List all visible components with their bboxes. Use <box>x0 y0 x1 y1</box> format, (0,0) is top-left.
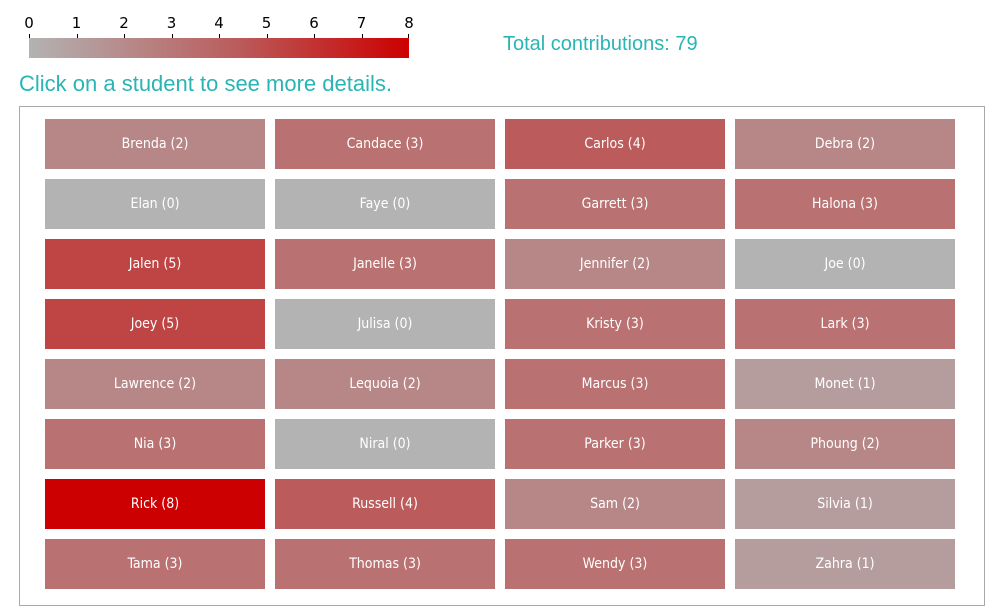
contribution-color-scale: 0 1 2 3 4 5 6 7 8 <box>24 14 414 58</box>
scale-tick-mark <box>219 34 220 40</box>
student-tile[interactable]: Lawrence (2) <box>45 359 265 409</box>
student-tile[interactable]: Lequoia (2) <box>275 359 495 409</box>
student-grid-panel: Brenda (2) Candace (3) Carlos (4) Debra (2)… <box>19 106 985 606</box>
scale-tick-label: 8 <box>404 14 414 32</box>
student-tile[interactable]: Wendy (3) <box>505 539 725 589</box>
scale-tick-mark <box>124 34 125 40</box>
student-tile[interactable]: Phoung (2) <box>735 419 955 469</box>
student-grid: Brenda (2) Candace (3) Carlos (4) Debra (2)… <box>45 119 955 589</box>
student-tile[interactable]: Faye (0) <box>275 179 495 229</box>
scale-tick-label: 6 <box>309 14 319 32</box>
scale-tick-mark <box>29 34 30 40</box>
scale-tick-label: 7 <box>356 14 367 32</box>
student-tile[interactable]: Marcus (3) <box>505 359 725 409</box>
student-tile[interactable]: Zahra (1) <box>735 539 955 589</box>
scale-tick-mark <box>408 34 409 40</box>
student-tile[interactable]: Jennifer (2) <box>505 239 725 289</box>
scale-tick-label: 3 <box>166 14 177 32</box>
student-tile[interactable]: Jalen (5) <box>45 239 265 289</box>
student-tile[interactable]: Halona (3) <box>735 179 955 229</box>
instruction-text: Click on a student to see more details. <box>19 71 392 96</box>
scale-tick-label: 1 <box>71 14 82 32</box>
student-tile[interactable]: Carlos (4) <box>505 119 725 169</box>
scale-tick-label: 2 <box>119 14 129 32</box>
student-tile[interactable]: Brenda (2) <box>45 119 265 169</box>
scale-tick-label: 4 <box>214 14 224 32</box>
total-contributions: Total contributions: 79 <box>503 33 698 55</box>
student-tile[interactable]: Thomas (3) <box>275 539 495 589</box>
student-tile[interactable]: Julisa (0) <box>275 299 495 349</box>
scale-gradient-bar <box>29 38 409 58</box>
student-tile[interactable]: Janelle (3) <box>275 239 495 289</box>
student-tile[interactable]: Joey (5) <box>45 299 265 349</box>
student-tile[interactable]: Candace (3) <box>275 119 495 169</box>
student-tile[interactable]: Parker (3) <box>505 419 725 469</box>
student-tile[interactable]: Silvia (1) <box>735 479 955 529</box>
student-tile[interactable]: Elan (0) <box>45 179 265 229</box>
scale-tick-mark <box>361 34 363 40</box>
student-tile[interactable]: Nia (3) <box>45 419 265 469</box>
scale-tick-label: 0 <box>24 14 34 32</box>
student-tile[interactable]: Rick (8) <box>45 479 265 529</box>
student-tile[interactable]: Debra (2) <box>735 119 955 169</box>
student-tile[interactable]: Sam (2) <box>505 479 725 529</box>
scale-tick-mark <box>76 34 78 40</box>
student-tile[interactable]: Kristy (3) <box>505 299 725 349</box>
student-tile[interactable]: Lark (3) <box>735 299 955 349</box>
student-tile[interactable]: Garrett (3) <box>505 179 725 229</box>
scale-tick-mark <box>266 34 268 40</box>
student-tile[interactable]: Niral (0) <box>275 419 495 469</box>
scale-tick-mark <box>314 34 315 40</box>
student-tile[interactable]: Monet (1) <box>735 359 955 409</box>
scale-tick-label: 5 <box>261 14 272 32</box>
student-tile[interactable]: Russell (4) <box>275 479 495 529</box>
scale-tick-mark <box>171 34 173 40</box>
student-tile[interactable]: Tama (3) <box>45 539 265 589</box>
student-tile[interactable]: Joe (0) <box>735 239 955 289</box>
